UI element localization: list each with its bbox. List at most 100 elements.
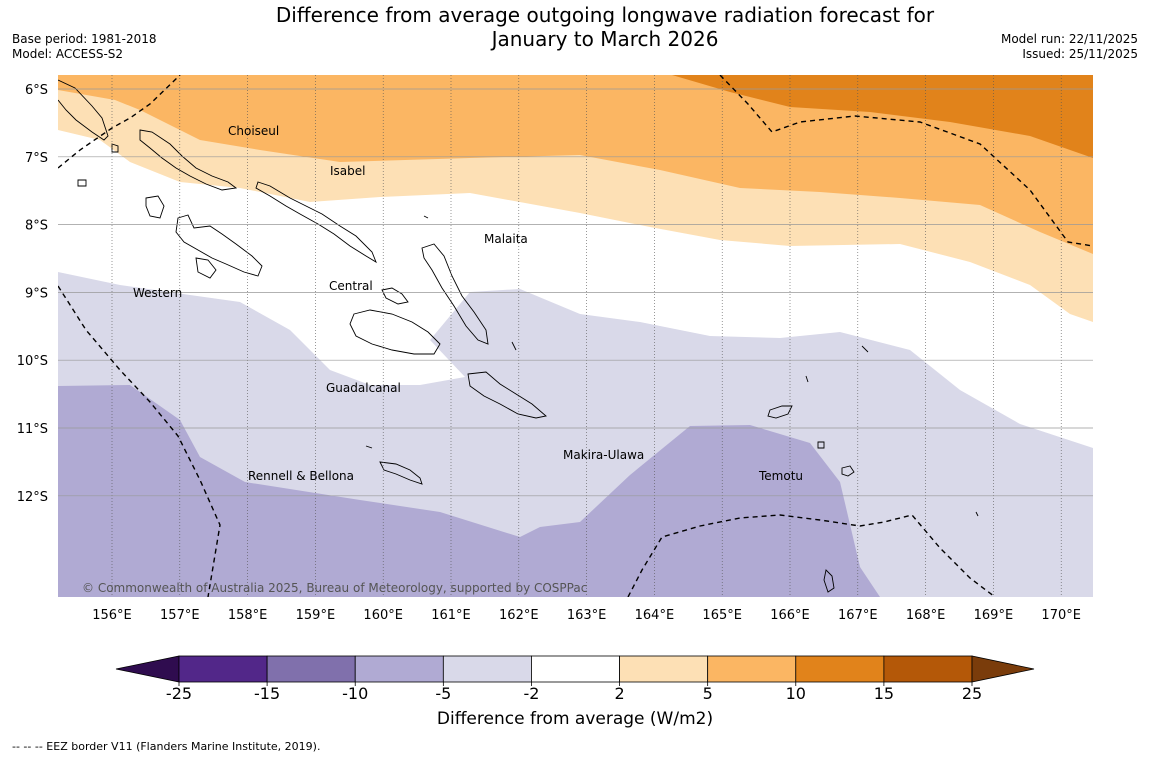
colorbar-tick-label: 10 (786, 684, 806, 703)
longitude-label: 170°E (1041, 608, 1081, 623)
rennell-coast (379, 461, 423, 485)
latitude-label: 8°S (25, 219, 48, 234)
band-plus-10-to-15 (672, 75, 1093, 158)
colorbar-segment (178, 655, 268, 683)
region-label-western: Western (133, 286, 182, 300)
colorbar-segment (619, 655, 709, 683)
anomaly-fill-layer (58, 75, 1093, 597)
colorbar-segment (883, 655, 973, 683)
eez-border-west (58, 285, 221, 597)
colorbar-segment (354, 655, 444, 683)
tikopia-coast (817, 441, 825, 449)
longitude-label: 160°E (363, 608, 403, 623)
colorbar-tick-label: 25 (962, 684, 982, 703)
latitude-label: 11°S (17, 422, 48, 437)
longitude-labels: 156°E 157°E 158°E 159°E 160°E 161°E 162°E 163°E… (92, 608, 1081, 623)
makira-coast (467, 371, 547, 419)
longitude-label: 165°E (702, 608, 742, 623)
eez-footnote: -- -- -- EEZ border V11 (Flanders Marine… (12, 740, 321, 753)
colorbar-tick-label: -25 (166, 684, 192, 703)
choiseul-coast (139, 129, 238, 191)
colorbar-tick-label: -2 (523, 684, 539, 703)
longitude-label: 157°E (160, 608, 200, 623)
latitude-label: 6°S (25, 83, 48, 98)
colorbar-segment (442, 655, 532, 683)
longitude-label: 164°E (635, 608, 675, 623)
region-label-central: Central (329, 279, 373, 293)
colorbar-segment (795, 655, 885, 683)
small-island-7 (975, 511, 979, 517)
latitude-label: 12°S (17, 490, 48, 505)
run-info: Model run: 22/11/2025 Issued: 25/11/2025 (1001, 32, 1138, 62)
colorbar-tick-label: -5 (435, 684, 451, 703)
longitude-label: 166°E (770, 608, 810, 623)
colorbar-tick-label: -15 (254, 684, 280, 703)
longitude-label: 159°E (296, 608, 336, 623)
region-label-rennell-bellona: Rennell & Bellona (248, 469, 354, 483)
region-label-choiseul: Choiseul (228, 124, 279, 138)
gridlines (58, 75, 1093, 597)
small-island-1 (77, 179, 87, 187)
small-island-2 (111, 143, 119, 153)
base-period: Base period: 1981-2018 (12, 32, 157, 46)
longitude-label: 168°E (906, 608, 946, 623)
florida-islands-coast (381, 287, 409, 305)
copyright-notice: © Commonwealth of Australia 2025, Bureau… (82, 581, 587, 595)
longitude-label: 163°E (567, 608, 607, 623)
title-line-2: January to March 2026 (491, 27, 719, 51)
anuta-coast (823, 569, 835, 593)
model-name: Model: ACCESS-S2 (12, 47, 124, 61)
issued-date: Issued: 25/11/2025 (1022, 47, 1138, 61)
vanikoro-coast (841, 465, 855, 477)
malaita-coast (421, 243, 489, 345)
small-island-3 (805, 375, 809, 383)
eez-border-north-west (58, 75, 181, 169)
small-island-6 (365, 445, 373, 449)
longitude-label: 156°E (92, 608, 132, 623)
eez-border-south (627, 514, 996, 597)
new-georgia-coast (175, 214, 263, 277)
title-line-1: Difference from average outgoing longwav… (275, 3, 935, 27)
longitude-label: 169°E (974, 608, 1014, 623)
colorbar-tick-label: -10 (342, 684, 368, 703)
latitude-labels: 6°S 7°S 8°S 9°S 10°S 11°S 12°S (17, 83, 48, 505)
band-minus-5-to-minus-10 (58, 385, 880, 597)
colorbar-segment (266, 655, 356, 683)
map-title: Difference from average outgoing longwav… (240, 3, 970, 51)
latitude-label: 10°S (17, 354, 48, 369)
colorbar-tick-labels: -25 -15 -10 -5 -2 2 5 10 15 25 (166, 682, 982, 703)
colorbar-extend-over (971, 655, 1035, 683)
colorbar-tick-label: 2 (614, 684, 624, 703)
latitude-label: 9°S (25, 286, 48, 301)
colorbar-extend-under (115, 655, 180, 683)
small-island-5 (511, 341, 517, 351)
colorbar-tick-label: 15 (874, 684, 894, 703)
model-info: Base period: 1981-2018 Model: ACCESS-S2 (12, 32, 157, 62)
coastlines (58, 79, 979, 593)
longitude-label: 161°E (431, 608, 471, 623)
region-label-malaita: Malaita (484, 232, 528, 246)
region-label-temotu: Temotu (758, 469, 803, 483)
longitude-label: 162°E (499, 608, 539, 623)
region-label-guadalcanal: Guadalcanal (326, 381, 401, 395)
colorbar-segment (531, 655, 620, 683)
small-island-8 (423, 215, 429, 219)
band-plus-5-to-10 (58, 75, 1093, 254)
longitude-label: 158°E (228, 608, 268, 623)
latitude-label: 7°S (25, 151, 48, 166)
model-run-date: Model run: 22/11/2025 (1000, 32, 1138, 46)
colorbar-tick-label: 5 (703, 684, 713, 703)
colorbar (115, 655, 1035, 683)
longitude-label: 167°E (838, 608, 878, 623)
eez-borders (58, 75, 1093, 597)
region-label-isabel: Isabel (330, 164, 365, 178)
isabel-coast (255, 181, 377, 264)
vella-lavella-coast (145, 195, 165, 219)
small-island-4 (861, 345, 869, 353)
bougainville-coast (58, 79, 109, 141)
santa-cruz-coast (767, 405, 793, 419)
guadalcanal-coast (349, 309, 441, 355)
colorbar-segment (707, 655, 797, 683)
region-labels: Choiseul Isabel Malaita Western Central … (133, 124, 803, 483)
